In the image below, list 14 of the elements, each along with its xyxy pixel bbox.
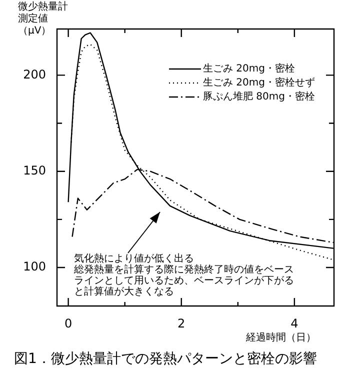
x-tick-label: 0 <box>64 316 72 330</box>
y-tick-label: 200 <box>23 67 46 82</box>
y-axis-title: 微少熱量計測定値（μV） <box>18 0 68 37</box>
annotation: 総発熱量を計算する際に発熱終了時の値をベースラインとして用いるため、ベースラインが下がると計算値が大きくなる <box>73 264 294 298</box>
legend-label: 生ごみ 20mg・密栓せず <box>203 76 315 89</box>
x-tick-label: 4 <box>290 316 298 330</box>
y-tick-label: 150 <box>23 163 46 178</box>
annotation: 気化熱により値が低く出る <box>74 252 194 265</box>
legend-label: 豚ぷん堆肥 80mg・密栓 <box>203 90 315 103</box>
y-tick-label: 100 <box>23 260 46 274</box>
text: 図1．微少熱量計での発熱パターンと密栓の影響 <box>14 350 317 368</box>
legend-label: 生ごみ 20mg・密栓 <box>203 62 295 75</box>
x-axis-title: 経過時間（日） <box>245 332 316 344</box>
x-tick-label: 2 <box>178 316 186 330</box>
